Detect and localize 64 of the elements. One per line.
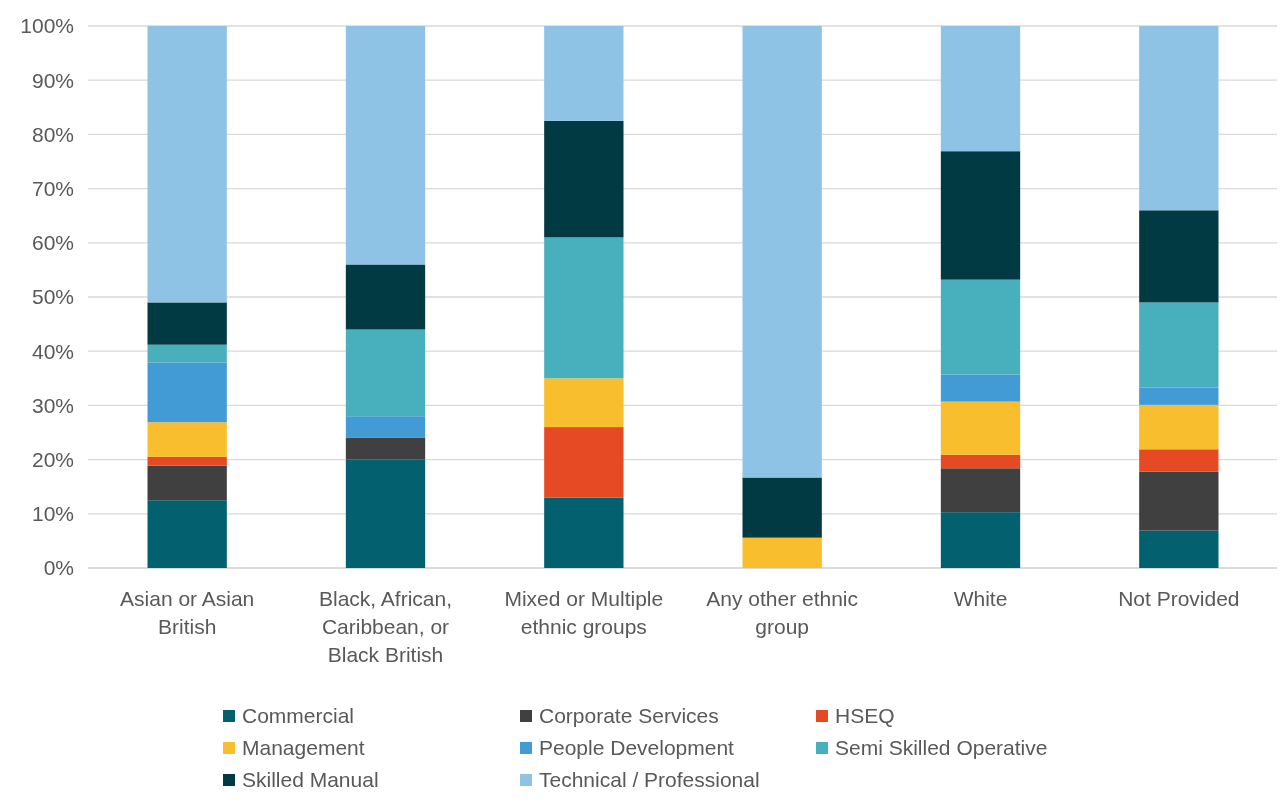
bar	[544, 26, 624, 121]
legend-label: Corporate Services	[539, 704, 719, 728]
bar	[1139, 530, 1219, 568]
bar	[147, 456, 227, 466]
legend-label: Commercial	[242, 704, 355, 728]
y-tick-label: 50%	[31, 285, 74, 309]
bar	[940, 26, 1021, 152]
legend-label: HSEQ	[835, 704, 895, 728]
x-tick-label: Mixed or Multiple ethnic groups	[504, 587, 664, 638]
y-tick-label: 60%	[31, 231, 74, 255]
bar	[1139, 471, 1219, 531]
bar	[1139, 210, 1219, 303]
y-tick-label: 80%	[31, 122, 74, 146]
bar	[345, 437, 426, 460]
y-tick-label: 20%	[31, 447, 74, 471]
y-tick-label: 0%	[43, 556, 74, 580]
legend-label: Skilled Manual	[242, 768, 379, 792]
bar	[147, 26, 227, 303]
bar	[345, 416, 426, 438]
bar	[147, 422, 227, 457]
x-tick-label: White	[953, 587, 1008, 610]
x-tick-label: Any other ethnic group	[706, 587, 859, 638]
bar	[742, 477, 822, 538]
bar	[147, 302, 227, 345]
bar	[940, 151, 1021, 280]
bar	[147, 362, 227, 423]
bar	[147, 500, 227, 568]
x-tick-label: Asian or Asian British	[120, 587, 255, 638]
bar	[940, 512, 1021, 568]
legend-label: Management	[242, 736, 365, 760]
bar	[544, 427, 624, 498]
bar	[345, 459, 426, 568]
bar	[940, 401, 1021, 455]
bar	[940, 374, 1021, 402]
y-tick-label: 10%	[31, 502, 74, 526]
y-tick-label: 40%	[31, 339, 74, 363]
legend-label: Technical / Professional	[539, 768, 760, 792]
bar	[1139, 26, 1219, 211]
bar	[940, 279, 1021, 375]
bar	[1139, 387, 1219, 405]
bar	[1139, 449, 1219, 472]
bar	[147, 465, 227, 501]
bar	[742, 537, 822, 568]
bar	[544, 378, 624, 428]
legend-label: People Development	[539, 736, 735, 760]
x-tick-label: Black, African, Caribbean, or Black British	[318, 587, 453, 666]
y-tick-label: 30%	[31, 393, 74, 417]
bar	[940, 454, 1021, 469]
bar	[345, 26, 426, 265]
y-tick-label: 100%	[20, 14, 74, 38]
bar	[544, 497, 624, 568]
bar	[345, 264, 426, 330]
bar	[345, 329, 426, 417]
legend-label: Semi Skilled Operative	[835, 736, 1048, 760]
bar	[742, 26, 822, 478]
y-tick-label: 90%	[31, 68, 74, 92]
bar	[1139, 302, 1219, 388]
bar	[1139, 404, 1219, 450]
bar	[544, 120, 624, 238]
y-tick-label: 70%	[31, 176, 74, 200]
bar	[940, 468, 1021, 513]
x-tick-label: Not Provided	[1118, 587, 1240, 610]
bar	[544, 237, 624, 379]
bar	[147, 344, 227, 363]
